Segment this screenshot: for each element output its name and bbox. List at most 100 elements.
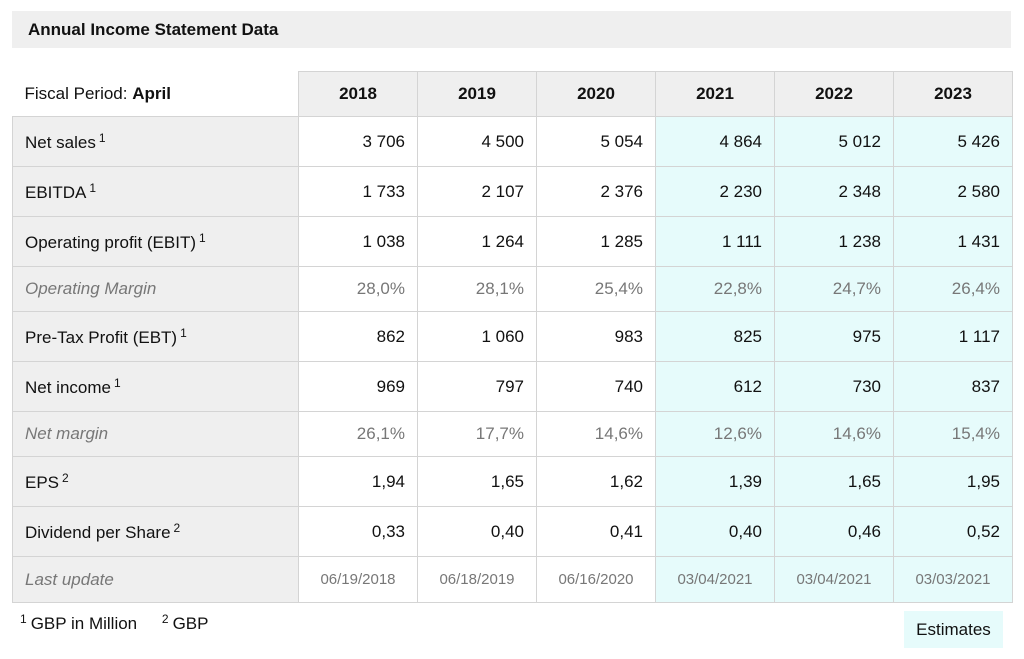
footnote-mark: 2 — [173, 520, 181, 535]
fiscal-period-value: April — [132, 83, 171, 103]
table-cell: 2 580 — [893, 166, 1013, 217]
row-label: Operating Margin — [12, 266, 299, 312]
year-header: 2018 — [298, 71, 418, 117]
table-cell: 825 — [655, 311, 775, 362]
table-cell: 1,94 — [298, 456, 418, 507]
table-row: Pre-Tax Profit (EBT) 1 862 1 060 983 825 975 1 … — [12, 311, 1013, 362]
table-cell: 06/16/2020 — [536, 556, 656, 603]
table-cell: 06/18/2019 — [417, 556, 537, 603]
table-cell: 4 500 — [417, 116, 537, 167]
table-cell: 26,4% — [893, 266, 1013, 312]
table-cell: 17,7% — [417, 411, 537, 457]
table-cell: 14,6% — [774, 411, 894, 457]
table-cell: 03/04/2021 — [655, 556, 775, 603]
row-label: Net income 1 — [12, 361, 299, 412]
table-cell: 28,0% — [298, 266, 418, 312]
table-row: EPS 2 1,94 1,65 1,62 1,39 1,65 1,95 — [12, 456, 1013, 507]
table-cell: 03/03/2021 — [893, 556, 1013, 603]
row-label-text: Pre-Tax Profit (EBT) — [25, 327, 178, 347]
table-cell: 5 012 — [774, 116, 894, 167]
table-cell: 2 376 — [536, 166, 656, 217]
table-cell: 0,46 — [774, 506, 894, 557]
footnote: 1 GBP in Million — [20, 612, 138, 633]
table-cell: 24,7% — [774, 266, 894, 312]
header-row: Fiscal Period: April 2018 2019 2020 2021… — [12, 71, 1013, 117]
table-cell: 0,52 — [893, 506, 1013, 557]
table-cell: 862 — [298, 311, 418, 362]
table-cell: 25,4% — [536, 266, 656, 312]
table-cell: 1 038 — [298, 216, 418, 267]
table-cell: 1 111 — [655, 216, 775, 267]
table-cell: 2 348 — [774, 166, 894, 217]
row-label-text: Operating profit (EBIT) — [25, 232, 197, 252]
footnotes: 1 GBP in Million 2 GBP — [20, 612, 228, 634]
table-row: Net income 1 969 797 740 612 730 837 — [12, 361, 1013, 412]
footnote-mark: 2 — [62, 470, 69, 485]
row-label: Net margin — [12, 411, 299, 457]
year-header: 2021 — [655, 71, 775, 117]
table-cell: 0,33 — [298, 506, 418, 557]
table-row: Operating Margin 28,0% 28,1% 25,4% 22,8% 24,7… — [12, 266, 1013, 312]
table-cell: 612 — [655, 361, 775, 412]
table-cell: 5 054 — [536, 116, 656, 167]
table-row: Last update 06/19/2018 06/18/2019 06/16/202… — [12, 556, 1013, 603]
year-header: 2022 — [774, 71, 894, 117]
table-cell: 730 — [774, 361, 894, 412]
year-header: 2020 — [536, 71, 656, 117]
footnote-mark: 1 — [98, 130, 106, 145]
table-cell: 14,6% — [536, 411, 656, 457]
table-cell: 0,40 — [655, 506, 775, 557]
table-cell: 1,65 — [774, 456, 894, 507]
table-cell: 1 117 — [893, 311, 1013, 362]
table-cell: 1 264 — [417, 216, 537, 267]
table-cell: 983 — [536, 311, 656, 362]
table-cell: 4 864 — [655, 116, 775, 167]
table-cell: 0,40 — [417, 506, 537, 557]
table-row: Net sales 1 3 706 4 500 5 054 4 864 5 012 5 426 — [12, 116, 1013, 167]
table-cell: 975 — [774, 311, 894, 362]
table-row: Net margin 26,1% 17,7% 14,6% 12,6% 14,6% 15,4% — [12, 411, 1013, 457]
row-label: Net sales 1 — [12, 116, 299, 167]
footnote-text: GBP in Million — [30, 614, 138, 633]
table-cell: 5 426 — [893, 116, 1013, 167]
table-cell: 1,39 — [655, 456, 775, 507]
table-cell: 1,65 — [417, 456, 537, 507]
footnote-mark: 1 — [89, 180, 97, 195]
table-cell: 837 — [893, 361, 1013, 412]
table-cell: 26,1% — [298, 411, 418, 457]
row-label-text: Net income — [25, 377, 111, 397]
row-label-text: Dividend per Share — [25, 522, 171, 542]
row-label-text: Net margin — [25, 424, 109, 443]
table-cell: 15,4% — [893, 411, 1013, 457]
table-cell: 2 107 — [417, 166, 537, 217]
income-statement-table: Fiscal Period: April 2018 2019 2020 2021… — [12, 71, 1013, 603]
table-cell: 969 — [298, 361, 418, 412]
table-cell: 1 431 — [893, 216, 1013, 267]
table-row: Dividend per Share 2 0,33 0,40 0,41 0,40 0,46 0… — [12, 506, 1013, 557]
row-label: Last update — [12, 556, 299, 603]
footnote-mark: 1 — [20, 612, 27, 626]
table-cell: 797 — [417, 361, 537, 412]
footnote: 2 GBP — [161, 612, 209, 633]
table-cell: 12,6% — [655, 411, 775, 457]
table-cell: 03/04/2021 — [774, 556, 894, 603]
footnote-text: GBP — [172, 614, 209, 633]
row-label: EBITDA 1 — [12, 166, 299, 217]
row-label: Dividend per Share 2 — [12, 506, 299, 557]
table-cell: 06/19/2018 — [298, 556, 418, 603]
footnote-mark: 2 — [161, 612, 169, 626]
year-header: 2023 — [893, 71, 1013, 117]
row-label-text: Net sales — [25, 132, 96, 152]
row-label: EPS 2 — [12, 456, 299, 507]
row-label-text: Last update — [25, 569, 114, 589]
table-cell: 0,41 — [536, 506, 656, 557]
table-cell: 740 — [536, 361, 656, 412]
row-label: Operating profit (EBIT) 1 — [12, 216, 299, 267]
table-cell: 1 060 — [417, 311, 537, 362]
row-label-text: Operating Margin — [25, 279, 157, 298]
table-cell: 1,95 — [893, 456, 1013, 507]
fiscal-period-label: Fiscal Period: — [24, 83, 133, 103]
table-cell: 2 230 — [655, 166, 775, 217]
footnote-mark: 1 — [113, 375, 121, 390]
footnote-mark: 1 — [199, 230, 206, 245]
